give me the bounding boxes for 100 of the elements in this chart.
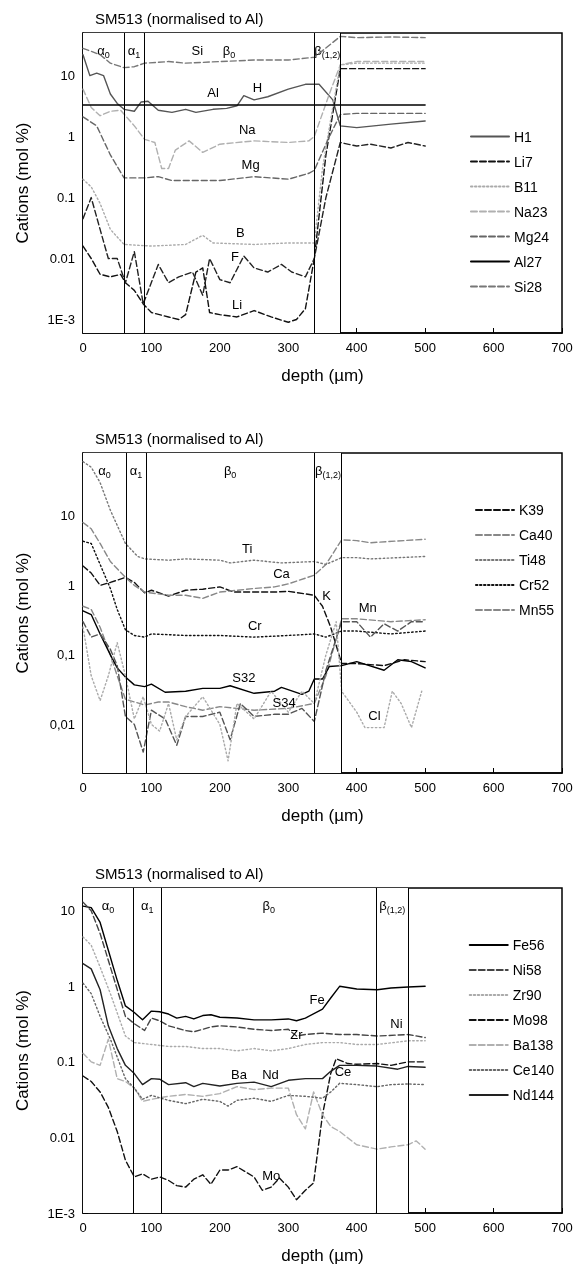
x-tick-label: 700	[551, 780, 573, 795]
annotation: Ba	[231, 1067, 248, 1083]
y-tick-label: 1	[67, 577, 75, 593]
line-series	[82, 1058, 426, 1201]
x-tick-label: 400	[345, 1220, 368, 1235]
y-tick-label: 1	[67, 978, 75, 994]
y-tick-label: 1E-3	[47, 311, 75, 327]
annotation: Mo	[262, 1167, 281, 1183]
annotation: Si	[191, 43, 204, 59]
line-series	[82, 962, 426, 1088]
legend-label: Ti48	[518, 552, 546, 568]
x-tick-label: 600	[482, 780, 505, 795]
legend-label: Li7	[513, 153, 533, 170]
annotation: Fe	[309, 992, 325, 1008]
x-tick-label: 300	[277, 780, 300, 795]
x-tick-label: 100	[140, 780, 163, 795]
legend-label: Al27	[513, 253, 543, 270]
y-axis-title: Cations (mol %)	[13, 552, 32, 674]
annotation: H	[252, 79, 263, 95]
x-tick-label: 700	[551, 1220, 573, 1235]
legend-label: Zr90	[512, 987, 542, 1003]
annotation: Ti	[242, 541, 253, 557]
legend-label: Na23	[513, 203, 548, 220]
x-tick-label: 0	[79, 780, 87, 795]
legend-label: Si28	[513, 278, 543, 295]
x-tick-label: 400	[345, 340, 368, 355]
x-tick-label: 100	[140, 340, 163, 355]
y-axis-title: Cations (mol %)	[13, 990, 32, 1111]
annotation: Nd	[262, 1067, 279, 1083]
y-tick-label: 0.01	[49, 251, 75, 267]
legend-label: Nd144	[512, 1087, 555, 1103]
line-series	[82, 605, 426, 711]
annotation: Cl	[368, 708, 381, 724]
annotation: Cr	[247, 617, 263, 633]
legend-label: Mn55	[518, 602, 555, 618]
y-tick-label: 0.1	[56, 1054, 75, 1070]
annotation: S34	[272, 694, 296, 710]
legend-label: K39	[518, 502, 545, 518]
x-tick-label: 600	[482, 1220, 505, 1235]
chart-title: SM513 (normalised to Al)	[95, 865, 264, 882]
legend-label: H1	[513, 128, 533, 145]
y-tick-label: 0.1	[56, 190, 75, 206]
x-tick-label: 300	[277, 1220, 300, 1235]
line-series	[82, 521, 426, 600]
x-tick-label: 400	[345, 780, 368, 795]
legend-label: Ba138	[512, 1037, 554, 1053]
annotation: K	[322, 587, 332, 603]
line-series	[82, 62, 426, 247]
x-tick-label: 600	[482, 340, 505, 355]
y-tick-label: 10	[60, 903, 75, 919]
x-tick-label: 500	[414, 780, 436, 795]
x-tick-label: 200	[209, 340, 231, 355]
y-tick-label: 0,01	[49, 716, 75, 732]
x-axis-title: depth (µm)	[281, 806, 364, 825]
line-series	[82, 901, 426, 1039]
y-tick-label: 1	[67, 129, 75, 145]
y-tick-label: 0,1	[56, 647, 75, 663]
x-tick-label: 0	[79, 1220, 87, 1235]
chart-title: SM513 (normalised to Al)	[95, 10, 264, 27]
legend-label: Fe56	[512, 937, 545, 953]
legend-label: Ce140	[512, 1062, 555, 1078]
x-tick-label: 700	[551, 340, 573, 355]
chart-title: SM513 (normalised to Al)	[95, 430, 264, 447]
y-tick-label: 1E-3	[47, 1205, 75, 1221]
annotation: Na	[238, 122, 257, 138]
y-axis-title: Cations (mol %)	[13, 122, 32, 244]
legend-label: Ca40	[518, 527, 553, 543]
legend-label: Mo98	[512, 1012, 548, 1028]
y-tick-label: 10	[60, 508, 75, 524]
annotation: Ni	[390, 1016, 403, 1032]
line-series	[82, 936, 426, 1052]
x-tick-label: 200	[209, 780, 231, 795]
legend-label: B11	[513, 178, 539, 195]
x-tick-label: 500	[414, 1220, 436, 1235]
line-series	[82, 35, 426, 69]
legend-label: Mg24	[513, 228, 550, 245]
legend-label: Cr52	[518, 577, 550, 593]
x-tick-label: 300	[277, 340, 300, 355]
line-series	[82, 112, 426, 182]
x-tick-label: 0	[79, 340, 87, 355]
line-series	[82, 1038, 426, 1150]
annotation: Al	[207, 85, 219, 101]
x-tick-label: 100	[140, 1220, 163, 1235]
annotation: S32	[232, 669, 256, 685]
line-series	[82, 982, 426, 1107]
x-axis-title: depth (µm)	[281, 1246, 364, 1265]
annotation: B	[236, 224, 245, 240]
x-axis-title: depth (µm)	[281, 366, 364, 385]
y-tick-label: 10	[60, 68, 75, 84]
annotation: Ce	[334, 1063, 352, 1079]
line-series	[82, 460, 426, 566]
x-tick-label: 200	[209, 1220, 231, 1235]
annotation: Li	[231, 297, 243, 313]
annotation: F	[230, 249, 239, 265]
x-tick-label: 500	[414, 340, 436, 355]
annotation: Ca	[273, 565, 291, 581]
legend-label: Ni58	[512, 962, 542, 978]
line-series	[82, 67, 426, 323]
annotation: Mn	[358, 600, 377, 616]
annotation: Mg	[241, 157, 260, 173]
